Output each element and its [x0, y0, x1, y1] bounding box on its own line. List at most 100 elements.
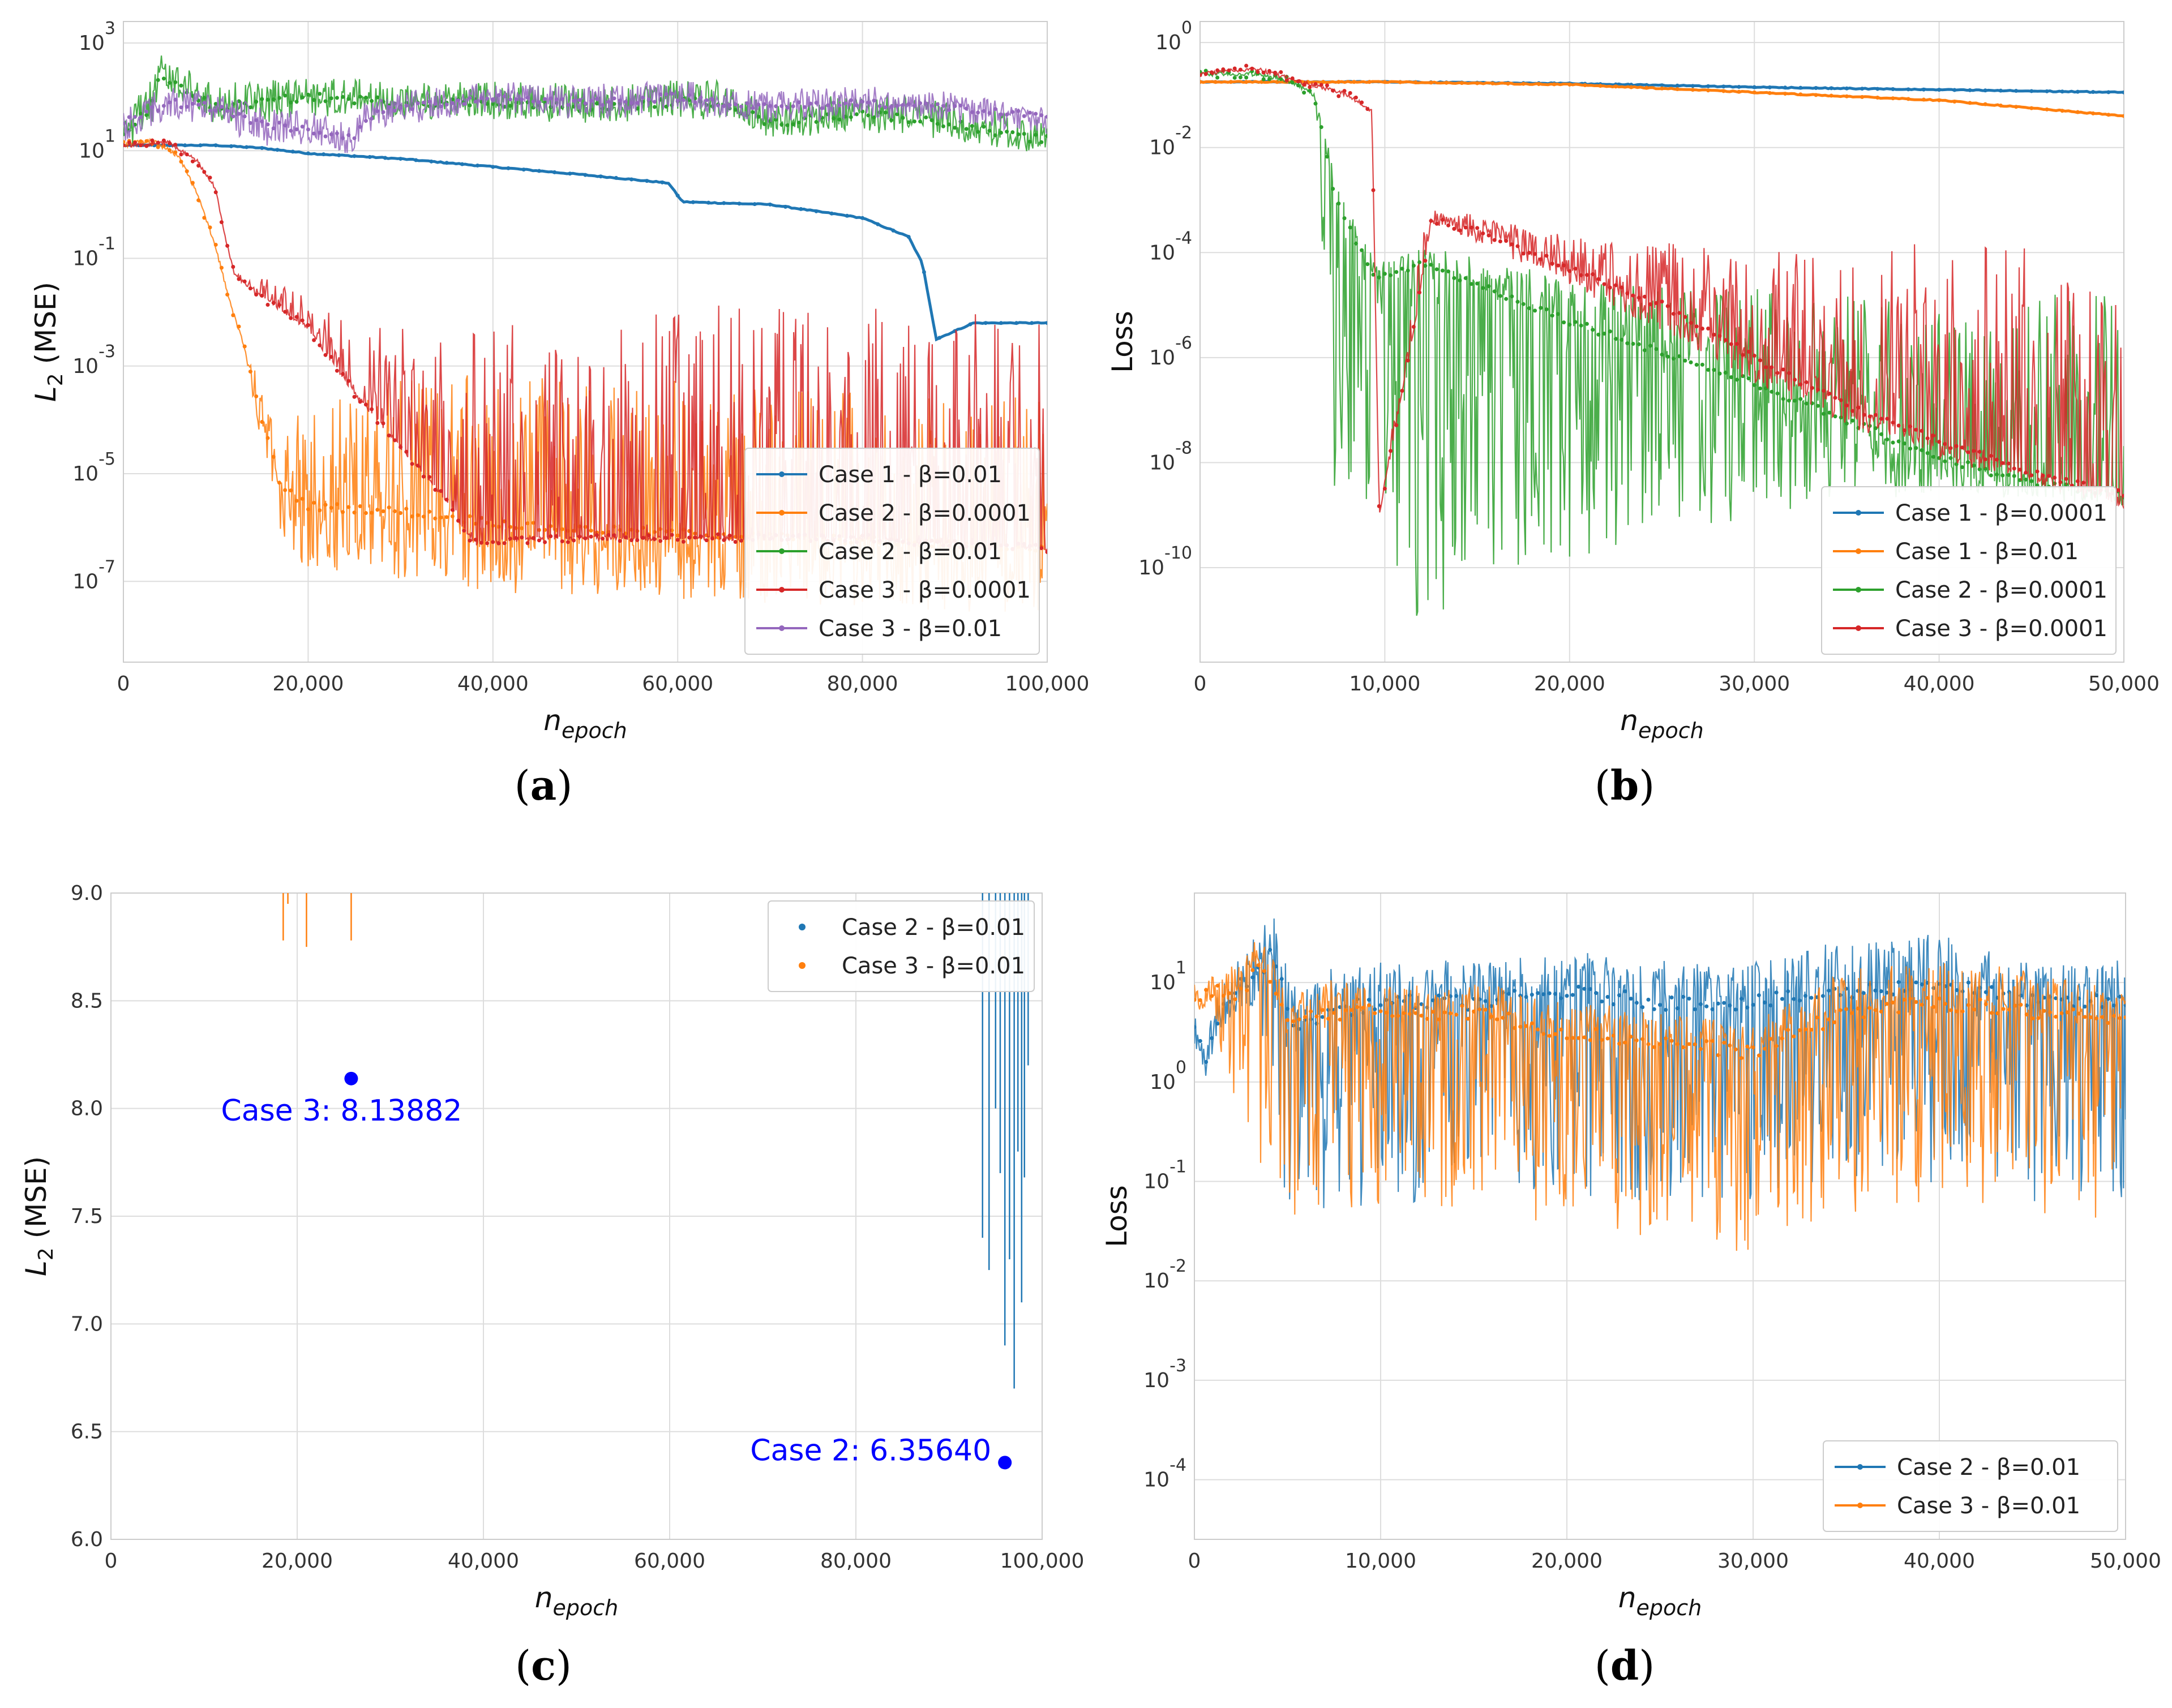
series-marker — [1690, 84, 1695, 88]
series-marker — [475, 163, 480, 168]
legend-box — [1823, 1440, 2118, 1532]
series-marker — [1291, 1019, 1296, 1024]
series-marker — [1608, 329, 1612, 334]
series-marker — [1721, 89, 1726, 93]
x-axis-label: nepoch — [543, 704, 627, 743]
series-marker — [710, 97, 714, 102]
series-marker — [1336, 94, 1341, 98]
series-marker — [1770, 389, 1774, 394]
series-marker — [1417, 290, 1422, 295]
series-marker — [1822, 388, 1826, 393]
y-axis-label: Loss — [1106, 311, 1139, 373]
series-marker — [1660, 353, 1664, 357]
series-marker — [283, 93, 288, 98]
series-marker — [1536, 991, 1540, 995]
series-marker — [1675, 83, 1680, 88]
series-marker — [2045, 89, 2049, 93]
series-marker — [1977, 467, 1982, 471]
series-marker — [225, 109, 230, 113]
series-marker — [1579, 273, 1583, 277]
series-marker — [1955, 988, 1959, 993]
series-marker — [1717, 371, 1722, 376]
series-marker — [895, 104, 899, 108]
series-marker — [161, 138, 166, 143]
series-marker — [248, 121, 252, 125]
series-marker — [190, 159, 195, 164]
series-marker — [935, 102, 940, 106]
y-tick-label: 8.0 — [71, 1097, 103, 1121]
series-marker — [1022, 131, 1026, 136]
series-marker — [1646, 1042, 1651, 1046]
series-marker — [1423, 259, 1428, 263]
series-marker — [179, 105, 183, 110]
series-marker — [363, 402, 368, 407]
series-marker — [1640, 1005, 1645, 1010]
series-marker — [1314, 1014, 1319, 1019]
series-marker — [1204, 988, 1209, 992]
x-axis-label: nepoch — [1620, 704, 1703, 743]
series-marker — [1308, 88, 1312, 93]
series-marker — [1968, 88, 1972, 92]
series-marker — [2118, 994, 2122, 999]
series-marker — [791, 104, 795, 109]
series-marker — [208, 175, 212, 180]
series-marker — [496, 541, 501, 546]
series-marker — [1758, 386, 1762, 390]
series-marker — [537, 100, 541, 105]
series-marker — [370, 98, 374, 103]
series-marker — [1775, 391, 1780, 396]
series-marker — [1417, 260, 1422, 264]
series-marker — [1798, 382, 1803, 387]
series-marker — [1783, 85, 1788, 90]
series-marker — [883, 105, 888, 110]
series-marker — [1629, 1035, 1633, 1039]
series-marker — [1239, 986, 1243, 990]
series-marker — [2014, 105, 2019, 109]
y-axis-label: L2 (MSE) — [29, 282, 67, 402]
series-marker — [173, 150, 178, 155]
series-marker — [1902, 997, 1907, 1002]
series-marker — [675, 538, 680, 542]
y-tick-label: 7.0 — [71, 1312, 103, 1336]
y-tick-label: 10-3 — [72, 342, 115, 378]
series-marker — [796, 100, 801, 105]
series-marker — [1844, 421, 1849, 426]
series-marker — [1634, 1038, 1639, 1042]
series-marker — [1512, 1025, 1516, 1030]
series-marker — [225, 243, 230, 248]
series-marker — [306, 323, 310, 328]
series-marker — [918, 101, 923, 105]
series-marker — [283, 123, 288, 128]
y-tick-label: 101 — [79, 126, 115, 162]
legend-box — [1821, 486, 2117, 655]
series-marker — [427, 475, 432, 479]
series-marker — [1757, 1053, 1761, 1058]
y-tick-label: 6.0 — [71, 1528, 103, 1551]
series-marker — [918, 119, 923, 124]
series-marker — [1983, 102, 1987, 106]
series-marker — [1302, 83, 1306, 87]
series-marker — [289, 100, 293, 105]
series-marker — [1995, 472, 1999, 477]
series-marker — [1798, 92, 1803, 97]
series-marker — [658, 539, 663, 543]
series-marker — [1274, 992, 1278, 996]
series-marker — [242, 279, 247, 284]
series-marker — [1348, 91, 1352, 95]
series-marker — [664, 104, 669, 109]
series-marker — [832, 101, 836, 105]
series-marker — [1998, 103, 2003, 108]
series-marker — [156, 78, 160, 82]
series-marker — [1809, 995, 1814, 1000]
panel-a: 0 20,000 40,000 60,000 80,000 100,000 10-7 10-5… — [29, 19, 1089, 743]
series-marker — [1022, 114, 1026, 118]
y-tick-label: 10-2 — [1143, 1256, 1186, 1293]
series-marker — [1623, 989, 1627, 994]
series-marker — [520, 535, 524, 540]
series-marker — [1861, 991, 1866, 995]
series-marker — [1567, 323, 1572, 327]
series-marker — [601, 103, 605, 108]
series-marker — [1998, 88, 2003, 93]
series-marker — [866, 100, 871, 105]
series-marker — [1768, 1037, 1773, 1041]
